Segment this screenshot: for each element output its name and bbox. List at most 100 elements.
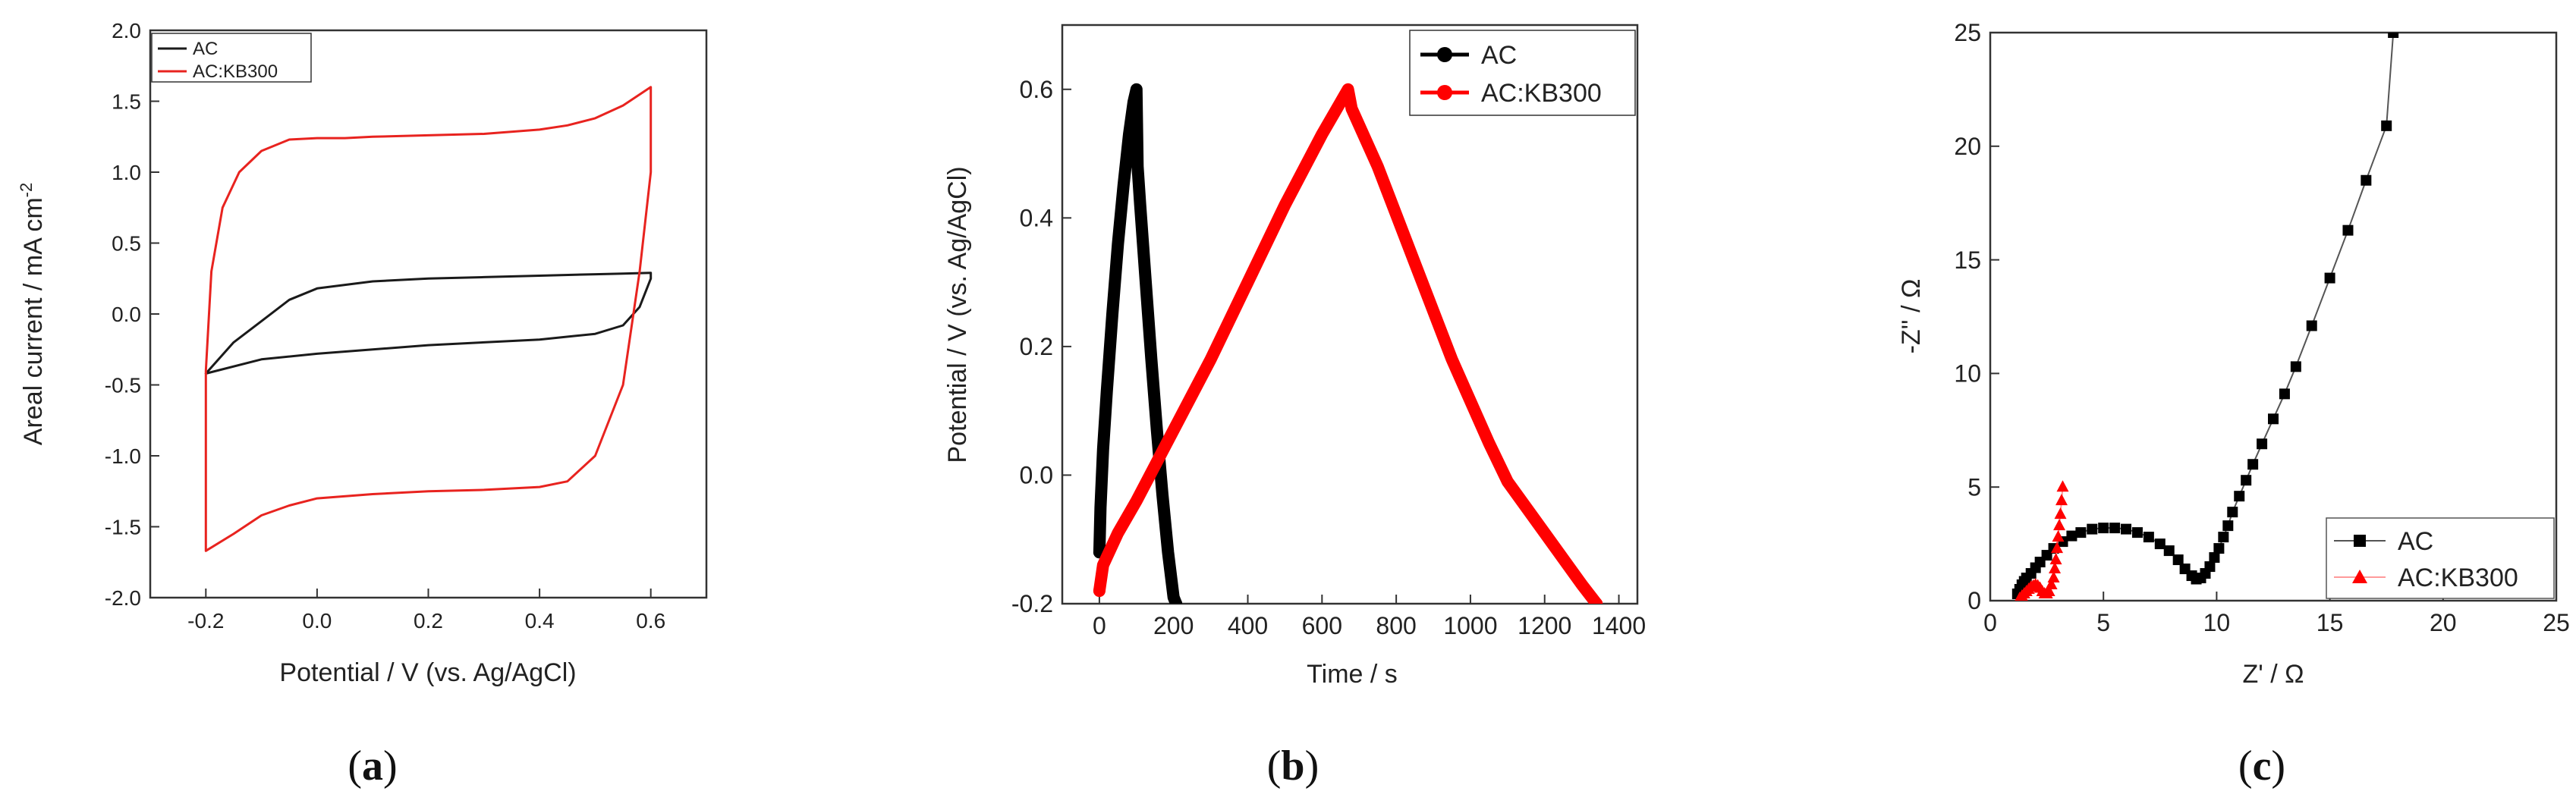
panel-c-series-ac-point [2131,527,2143,538]
panel-a-x-tick-label: -0.2 [187,609,224,633]
panel-a-y-tick-label: 0.5 [112,231,141,255]
panel-c-series-ac-point [2075,527,2087,538]
panel-b-legend-kb300-marker [1437,85,1452,100]
panel-c-y-tick-label: 0 [1967,587,1981,614]
panel-a-y-tick-label: -1.5 [105,515,141,538]
panel-c-x-axis-label: Z' / Ω [2242,660,2304,689]
panel-c-ticks [1989,32,2557,601]
panel-c-x-tick-label: 15 [2317,609,2344,636]
panel-b-x-tick-label: 400 [1228,612,1268,639]
panel-c-series-ac-kb300-point [2055,494,2068,506]
panel-c-series-ac-point [2222,520,2234,532]
panel-a-label: (a) [348,742,397,790]
panel-b-legend: AC AC:KB300 [1409,30,1636,116]
panel-c-series-ac-kb300-point [2051,542,2064,554]
panel-c-series-ac-point [2290,361,2301,372]
panel-b-y-tick-labels: -0.2 0.0 0.2 0.4 0.6 [1011,76,1053,617]
panel-c-series-ac-point [2098,523,2109,534]
panel-a-y-tick-label: 2.0 [112,19,141,42]
panel-c-series-ac-point [2163,545,2175,557]
panel-a-cv-plot: -2.0 -1.5 -1.0 -0.5 0.0 0.5 1.0 1.5 2.0 -0.2 0.0 0… [17,19,708,790]
panel-c-x-tick-label: 25 [2543,609,2570,636]
panel-c-series-ac-point [2172,554,2184,566]
panel-c-series-ac-kb300-point [2052,530,2065,542]
panel-c-series-ac-kb300-point [2043,585,2055,597]
panel-c-series-ac-point [2257,438,2268,450]
panel-a-x-tick-label: 0.4 [525,609,555,633]
panel-c-x-tick-label: 5 [2096,609,2110,636]
panel-a-y-tick-labels: -2.0 -1.5 -1.0 -0.5 0.0 0.5 1.0 1.5 2.0 [105,19,141,610]
panel-b-plot-frame [1061,24,1639,605]
panel-c-series-ac-point [2066,530,2077,542]
panel-c-y-axis-label: -Z'' / Ω [1897,279,1926,354]
panel-a-series [204,86,653,552]
panel-b-gcd-plot: -0.2 0.0 0.2 0.4 0.6 0 200 400 600 800 1000 1200 14… [943,24,1646,790]
panel-c-series-ac-kb300-point [2045,578,2058,590]
panel-c-series-ac-point [2361,174,2372,186]
panel-b-y-tick-label: 0.0 [1020,462,1053,489]
panel-a-y-tick-label: 1.0 [112,161,141,184]
panel-b-x-tick-label: 1000 [1443,612,1497,639]
panel-b-x-tick-label: 800 [1376,612,1416,639]
panel-b-y-axis-label: Potential / V (vs. Ag/AgCl) [943,166,972,463]
panel-c-series-ac-point [2213,543,2225,554]
panel-c-legend-kb300-marker [2352,570,2367,583]
panel-c-series-ac-kb300-point [2047,571,2060,583]
panel-c-series-ac-point [2154,538,2166,550]
panel-c-series-ac-point [2247,459,2259,470]
panel-a-y-tick-label: -0.5 [105,373,141,397]
panel-c-x-tick-labels: 0 5 10 15 20 25 [1983,609,2570,636]
panel-c-series-ac-point [2227,507,2238,518]
panel-b-x-tick-label: 200 [1153,612,1194,639]
panel-c-series-ac-point [2279,388,2290,400]
panel-c-series-ac-point [2388,33,2399,38]
panel-b-series [1093,83,1603,604]
panel-a-y-tick-label: 1.5 [112,89,141,113]
panel-b-legend-ac-label: AC [1481,41,1517,70]
panel-c-eis-plot: 0 5 10 15 20 25 0 5 10 15 20 25 Z' / Ω -Z'' / Ω AC… [1897,19,2570,790]
panel-c-y-tick-label: 5 [1967,473,1981,501]
panel-c-series-ac-line [2016,33,2395,595]
panel-c-series [2011,33,2399,601]
panel-a-x-tick-label: 0.2 [414,609,443,633]
panel-c-series-ac-point [2121,523,2132,535]
panel-c-legend-kb300-label: AC:KB300 [2398,564,2518,592]
panel-b-series-ac-point [1170,598,1183,604]
panel-a-y-axis-label: Areal current / mA cm-2 [17,183,48,445]
panel-a-plot-frame [149,29,708,599]
panel-c-series-ac-point [2143,532,2154,543]
panel-a-x-tick-labels: -0.2 0.0 0.2 0.4 0.6 [187,609,665,633]
panel-b-legend-ac-marker [1437,47,1452,62]
panel-a-y-tick-label: -1.0 [105,444,141,468]
panel-c-series-ac-kb300-point [2054,507,2067,520]
panel-a-y-tick-label: -2.0 [105,586,141,610]
panel-c-legend-ac-label: AC [2398,527,2433,556]
panel-b-y-tick-label: 0.6 [1020,76,1053,103]
panel-a-y-tick-label: 0.0 [112,303,141,326]
panel-b-x-tick-label: 600 [1302,612,1342,639]
panel-c-series-ac-point [2218,532,2229,543]
panel-c-y-tick-label: 15 [1954,246,1981,274]
panel-c-series-ac-point [2342,224,2354,236]
panel-c-series-ac-kb300-point [2049,553,2062,565]
panel-a-legend-ac-label: AC [193,39,218,59]
panel-b-x-tick-label: 1200 [1518,612,1571,639]
panel-b-series-ac-kb300-point [1590,598,1603,604]
panel-c-legend-box [2326,517,2555,599]
panel-b-legend-box [1409,30,1636,116]
panel-a-x-tick-label: 0.6 [636,609,665,633]
panel-c-legend: AC AC:KB300 [2326,517,2555,599]
panel-c-series-ac-point [2268,413,2279,425]
panel-a-series-ac-line [204,272,653,375]
panel-b-y-tick-label: -0.2 [1011,590,1053,617]
panel-a-x-tick-label: 0.0 [302,609,332,633]
panel-b-series-ac-kb300-line [1093,83,1603,604]
panel-c-label: (c) [2238,742,2285,790]
panel-c-series-ac-point [2109,523,2121,534]
panel-a-ticks [150,30,652,598]
panel-b-x-axis-label: Time / s [1307,660,1398,689]
panel-c-series-ac-kb300-point [2049,562,2062,574]
panel-c-x-tick-label: 20 [2430,609,2457,636]
panel-b-x-tick-label: 0 [1093,612,1106,639]
